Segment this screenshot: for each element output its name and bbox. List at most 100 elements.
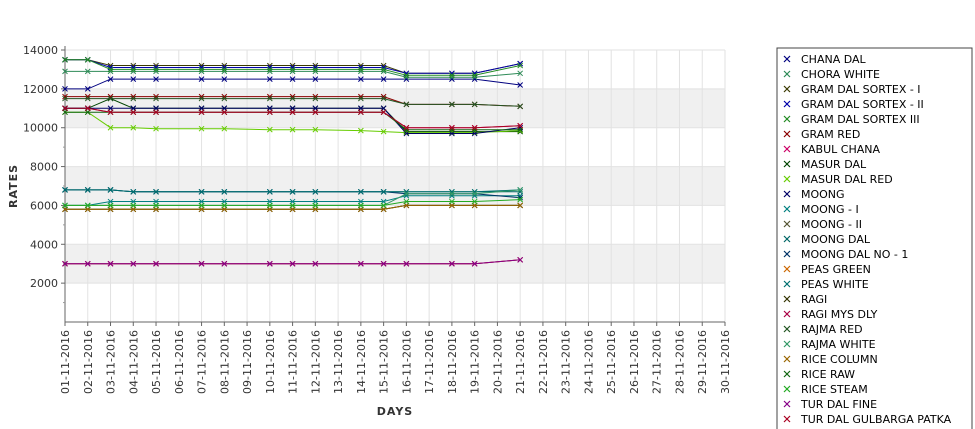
data-point-marker bbox=[84, 56, 91, 63]
data-point bbox=[107, 187, 114, 193]
data-point bbox=[358, 95, 364, 102]
data-point-marker bbox=[380, 188, 387, 195]
data-point bbox=[107, 109, 114, 116]
data-point-marker bbox=[380, 128, 387, 135]
y-tick-label: 4000 bbox=[30, 238, 58, 251]
x-tick-label: 29-11-2016 bbox=[696, 330, 709, 394]
data-point bbox=[289, 202, 296, 209]
data-point-marker bbox=[153, 202, 159, 209]
data-point bbox=[198, 76, 205, 82]
legend-marker bbox=[783, 145, 791, 153]
data-point bbox=[312, 76, 319, 82]
x-tick-label: 07-11-2016 bbox=[196, 330, 209, 394]
legend-item: CHANA DAL bbox=[783, 53, 867, 66]
x-tick-label: 30-11-2016 bbox=[719, 330, 732, 394]
data-point bbox=[84, 105, 91, 112]
x-tick-label: 04-11-2016 bbox=[127, 330, 140, 394]
x-tick-label: 11-11-2016 bbox=[287, 330, 300, 394]
data-point bbox=[198, 260, 205, 267]
data-point-marker bbox=[130, 109, 137, 116]
data-point-marker bbox=[289, 66, 296, 73]
legend-label: MASUR DAL bbox=[801, 158, 867, 171]
data-point bbox=[517, 256, 524, 263]
legend-item: MOONG - I bbox=[783, 203, 859, 216]
data-point-marker bbox=[153, 66, 159, 73]
series bbox=[62, 256, 524, 267]
data-point-marker bbox=[266, 95, 273, 102]
x-tick-label: 05-11-2016 bbox=[150, 330, 163, 394]
data-point bbox=[312, 66, 319, 73]
data-point-marker bbox=[62, 56, 68, 63]
data-point bbox=[107, 124, 114, 131]
legend-marker bbox=[783, 340, 791, 348]
data-point-marker bbox=[312, 202, 319, 209]
data-point-marker bbox=[471, 260, 478, 267]
legend-item: MOONG DAL bbox=[783, 233, 871, 246]
legend-box bbox=[776, 47, 973, 429]
data-point bbox=[517, 62, 524, 69]
data-point-marker bbox=[221, 66, 228, 73]
data-point bbox=[358, 188, 364, 195]
data-point-marker bbox=[84, 202, 91, 209]
data-point bbox=[517, 60, 524, 67]
data-point bbox=[84, 187, 91, 193]
data-point-marker bbox=[62, 105, 68, 112]
data-point-marker bbox=[358, 95, 364, 102]
data-point bbox=[312, 95, 319, 102]
data-point bbox=[130, 124, 137, 131]
data-point bbox=[517, 202, 524, 209]
legend-label: KABUL CHANA bbox=[801, 143, 880, 156]
data-point bbox=[107, 202, 114, 209]
data-point bbox=[84, 56, 91, 63]
data-point-marker bbox=[266, 66, 273, 73]
data-point bbox=[380, 66, 387, 73]
data-point-marker bbox=[130, 260, 137, 267]
data-point-marker bbox=[449, 198, 455, 205]
x-tick-label: 09-11-2016 bbox=[241, 330, 254, 394]
data-point bbox=[266, 95, 273, 102]
data-point-marker bbox=[198, 95, 205, 102]
legend-label: PEAS GREEN bbox=[801, 263, 871, 276]
legend-marker bbox=[783, 55, 791, 63]
data-point bbox=[289, 126, 296, 133]
legend-label: RAJMA RED bbox=[801, 323, 863, 336]
data-point bbox=[358, 260, 364, 267]
legend-label: GRAM DAL SORTEX III bbox=[801, 113, 920, 126]
data-point bbox=[380, 128, 387, 135]
data-point bbox=[107, 260, 114, 267]
series-line bbox=[65, 195, 521, 206]
data-point bbox=[84, 202, 91, 209]
data-point-marker bbox=[266, 260, 273, 267]
data-point-marker bbox=[471, 72, 478, 79]
x-tick-label: 15-11-2016 bbox=[378, 330, 391, 394]
data-point bbox=[130, 66, 137, 73]
data-point-marker bbox=[130, 76, 137, 82]
legend-label: MOONG bbox=[801, 188, 845, 201]
data-point-marker bbox=[380, 260, 387, 267]
data-point bbox=[130, 95, 137, 102]
data-point-marker bbox=[153, 260, 159, 267]
data-point bbox=[471, 124, 478, 131]
data-point-marker bbox=[289, 76, 296, 82]
data-point-marker bbox=[312, 188, 319, 195]
data-point-marker bbox=[266, 188, 273, 195]
data-point bbox=[358, 109, 364, 116]
data-point-marker bbox=[517, 202, 524, 209]
x-tick-label: 26-11-2016 bbox=[628, 330, 641, 394]
data-point-marker bbox=[403, 190, 410, 197]
data-point-marker bbox=[358, 202, 364, 209]
data-point bbox=[358, 76, 364, 82]
x-tick-label: 10-11-2016 bbox=[264, 330, 277, 394]
data-point-marker bbox=[403, 188, 410, 195]
legend-marker bbox=[783, 385, 791, 393]
legend-marker bbox=[783, 175, 791, 183]
data-point bbox=[221, 202, 228, 209]
data-point bbox=[380, 260, 387, 267]
data-point bbox=[358, 127, 364, 134]
data-point bbox=[403, 198, 410, 205]
data-point bbox=[153, 76, 159, 82]
data-point-marker bbox=[107, 76, 114, 82]
y-tick-label: 10000 bbox=[23, 122, 58, 135]
x-tick-label: 24-11-2016 bbox=[582, 330, 595, 394]
data-point-marker bbox=[221, 188, 228, 195]
